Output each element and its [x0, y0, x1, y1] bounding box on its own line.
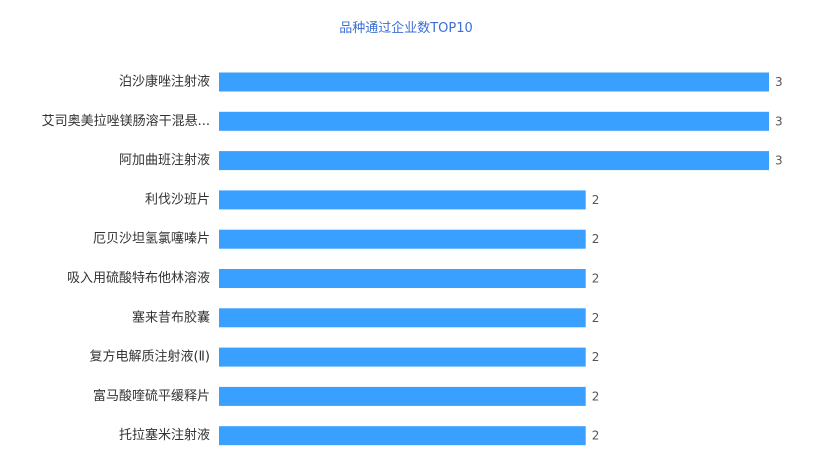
category-label: 阿加曲班注射液: [119, 152, 210, 168]
bar: [219, 229, 586, 249]
value-labels: 3 3 3 2 2 2 2 2 2 2: [592, 75, 783, 443]
bar: [219, 269, 586, 288]
category-label: 艾司奥美拉唑镁肠溶干混悬...: [42, 113, 210, 129]
category-label: 托拉塞米注射液: [119, 427, 210, 443]
value-label: 2: [592, 350, 600, 364]
value-label: 2: [592, 232, 600, 246]
category-label: 塞来昔布胶囊: [132, 309, 210, 325]
chart-title: 品种通过企业数TOP10: [339, 21, 473, 36]
value-label: 3: [775, 154, 783, 168]
category-label: 厄贝沙坦氢氯噻嗪片: [93, 231, 210, 247]
category-label: 复方电解质注射液(Ⅱ): [89, 349, 210, 365]
value-label: 2: [592, 272, 600, 286]
bar: [219, 386, 586, 406]
bar: [219, 190, 586, 210]
category-label: 吸入用硫酸特布他林溶液: [67, 271, 210, 286]
bar: [219, 151, 769, 171]
value-label: 2: [592, 429, 600, 443]
category-label: 利伐沙班片: [145, 192, 210, 207]
bar: [219, 72, 769, 92]
value-label: 3: [775, 75, 783, 89]
bar: [219, 347, 586, 367]
bar: [219, 308, 586, 328]
category-label: 泊沙康唑注射液: [119, 74, 210, 90]
bar: [219, 111, 769, 131]
value-label: 2: [592, 389, 600, 403]
value-label: 2: [592, 193, 600, 207]
bar: [219, 426, 586, 446]
value-label: 2: [592, 311, 600, 325]
value-label: 3: [775, 114, 783, 128]
category-label: 富马酸喹硫平缓释片: [93, 388, 210, 404]
bars-layer: [219, 72, 769, 446]
